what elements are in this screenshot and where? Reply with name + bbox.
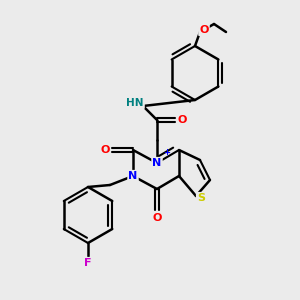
- Text: F: F: [84, 258, 92, 268]
- Text: +: +: [163, 148, 170, 157]
- Text: HN: HN: [126, 98, 144, 108]
- Text: O: O: [152, 213, 162, 223]
- Text: N: N: [152, 158, 162, 168]
- Text: O: O: [199, 25, 209, 35]
- Text: O: O: [177, 115, 187, 125]
- Text: O: O: [100, 145, 110, 155]
- Text: N: N: [128, 171, 138, 181]
- Text: S: S: [197, 193, 205, 203]
